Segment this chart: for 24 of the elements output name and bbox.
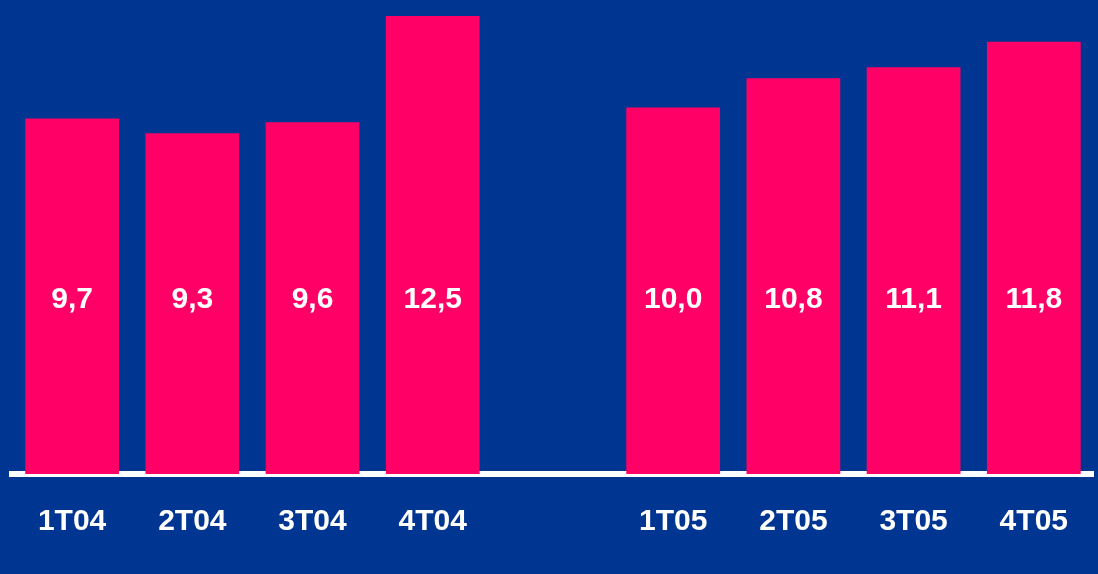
x-tick-label: 2T05 (759, 503, 828, 537)
x-tick-label: 4T05 (999, 503, 1069, 537)
data-label: 11,1 (885, 281, 942, 315)
x-tick-label: 3T04 (278, 503, 348, 537)
x-tick-label: 2T04 (158, 503, 227, 537)
data-label: 9,6 (291, 281, 334, 315)
x-tick-label: 1T04 (37, 503, 107, 537)
bar (145, 133, 240, 474)
data-label: 10,0 (643, 281, 703, 315)
x-tick-label: 3T05 (879, 503, 948, 537)
bar (866, 67, 961, 474)
data-label: 12,5 (403, 281, 462, 315)
data-label: 11,8 (1005, 281, 1063, 315)
bar (25, 118, 119, 474)
bar (265, 122, 360, 474)
bar (746, 78, 841, 474)
x-tick-label: 4T04 (398, 503, 468, 537)
bar (986, 41, 1081, 474)
data-label: 10,8 (764, 281, 823, 315)
bar (626, 107, 721, 474)
x-tick-label: 1T05 (638, 503, 708, 537)
data-label: 9,3 (171, 281, 214, 315)
data-label: 9,7 (51, 281, 93, 315)
bar (385, 16, 480, 474)
